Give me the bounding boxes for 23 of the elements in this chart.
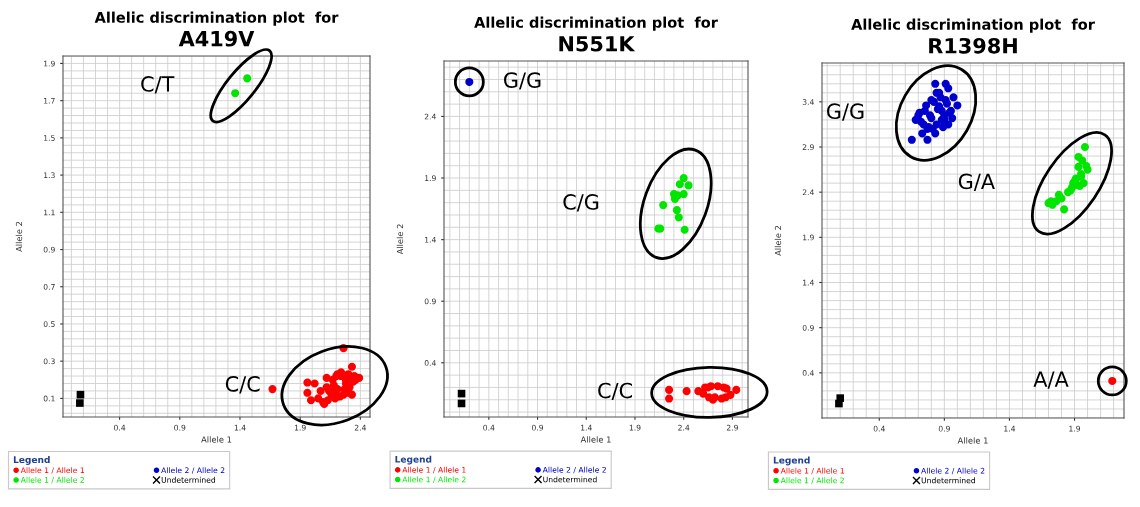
legend-title: Legend	[773, 456, 810, 466]
x-axis-title: Allele 1	[201, 436, 232, 443]
chart-title: Allelic discrimination plot for	[851, 18, 1095, 33]
y-axis-title: Allele 2	[15, 221, 23, 252]
chart-title: Allelic discrimination plot for	[474, 16, 718, 31]
chart-subtitle: A419V	[178, 30, 255, 47]
annotation: C/G	[563, 194, 599, 212]
x-axis-title: Allele 1	[957, 437, 988, 444]
annotation: G/A	[958, 173, 995, 191]
annotation: A/A	[1033, 371, 1069, 389]
annotation: G/G	[826, 103, 864, 121]
chart-title: Allelic discrimination plot for	[94, 11, 339, 26]
x-axis-title: Allele 1	[580, 436, 611, 443]
chart-subtitle: N551K	[559, 36, 636, 52]
legend-title: Legend	[395, 455, 432, 465]
annotation: G/G	[504, 72, 541, 90]
legend-title: Legend	[13, 456, 50, 465]
y-axis-title: Allele 2	[774, 225, 782, 256]
annotation: C/C	[598, 382, 632, 401]
annotation: C/C	[225, 376, 260, 394]
y-axis-title: Allele 2	[396, 224, 404, 255]
chart-subtitle: R1398H	[929, 37, 1017, 54]
annotation: C/T	[141, 76, 175, 94]
